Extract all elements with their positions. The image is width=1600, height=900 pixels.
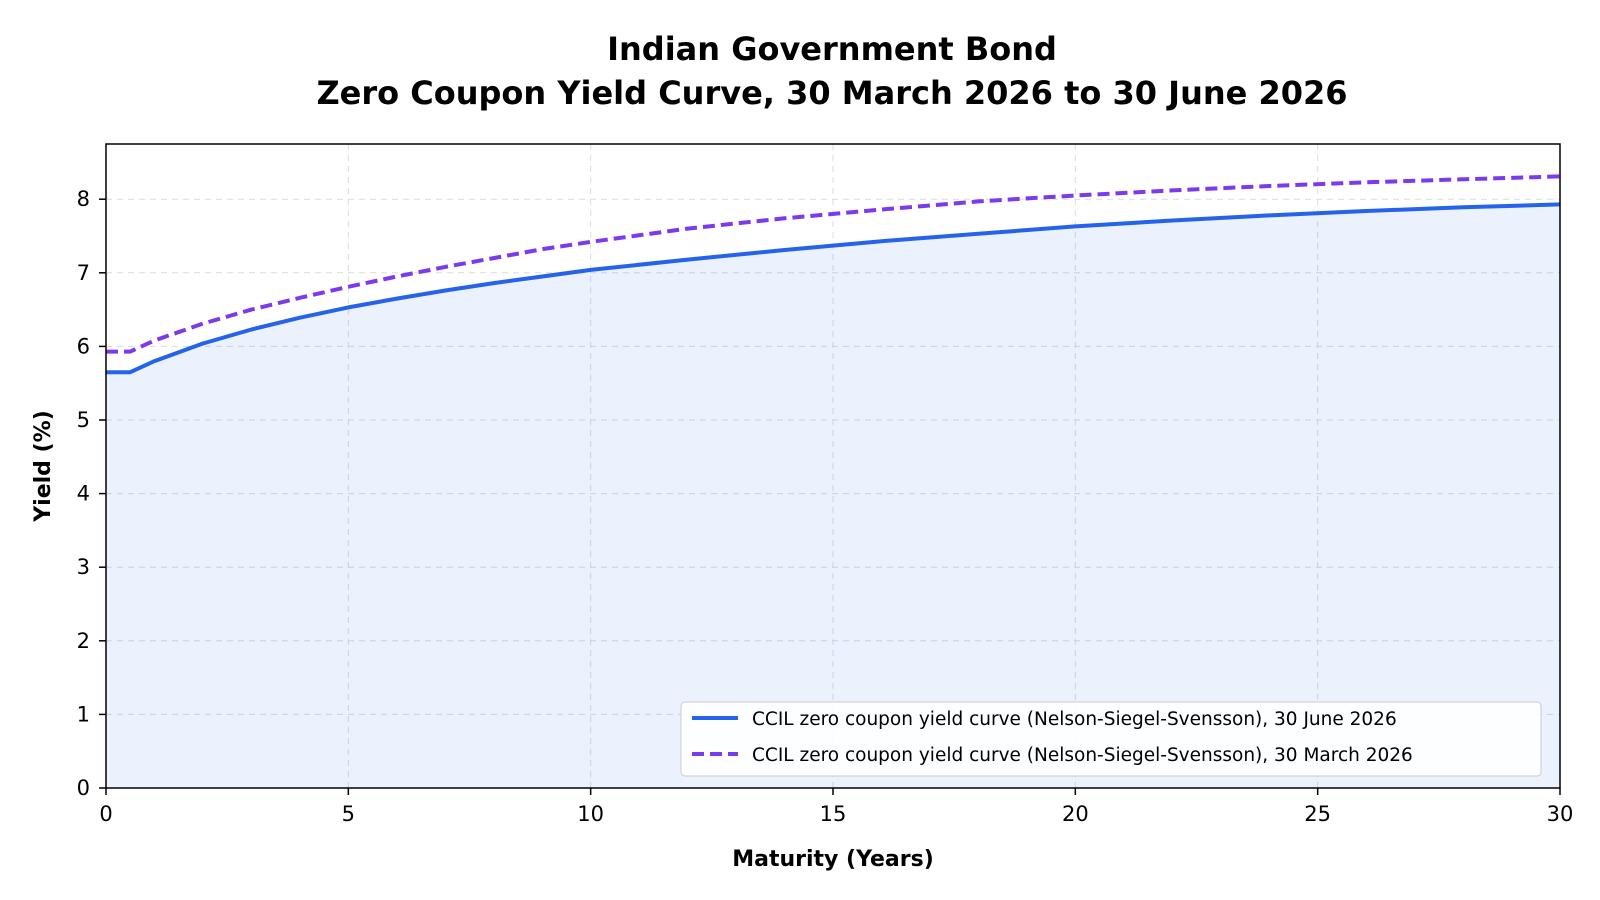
legend-box (680, 701, 1542, 777)
y-tick-label: 1 (77, 702, 90, 726)
series-layer (106, 174, 1561, 375)
x-tick-label: 15 (820, 802, 847, 826)
y-tick-label: 0 (77, 776, 90, 800)
y-tick-label: 6 (77, 334, 90, 358)
x-tick-label: 20 (1062, 802, 1089, 826)
x-axis-label: Maturity (Years) (732, 847, 934, 872)
y-axis-label: Yield (%) (31, 410, 56, 523)
series-line-june (106, 202, 1561, 375)
y-axis-ticks: 0 1 2 3 4 5 6 7 8 (77, 187, 106, 800)
x-tick-label: 0 (99, 802, 112, 826)
y-tick-label: 4 (77, 482, 90, 506)
x-axis-ticks: 0 5 10 15 20 25 30 (99, 788, 1573, 826)
x-tick-label: 25 (1304, 802, 1331, 826)
area-fill-layer (106, 204, 1560, 788)
legend: CCIL zero coupon yield curve (Nelson-Sie… (680, 701, 1542, 777)
chart-title: Indian Government Bond (607, 30, 1057, 68)
x-tick-label: 10 (577, 802, 604, 826)
legend-label-march: CCIL zero coupon yield curve (Nelson-Sie… (752, 745, 1413, 766)
chart-subtitle: Zero Coupon Yield Curve, 30 March 2026 t… (316, 74, 1347, 112)
x-tick-label: 5 (342, 802, 355, 826)
y-tick-label: 3 (77, 555, 90, 579)
y-tick-label: 5 (77, 408, 90, 432)
y-tick-label: 2 (77, 629, 90, 653)
series-line-march (106, 174, 1561, 354)
legend-label-june: CCIL zero coupon yield curve (Nelson-Sie… (752, 709, 1397, 730)
y-tick-label: 8 (77, 187, 90, 211)
series-area-fill (106, 204, 1560, 788)
y-tick-label: 7 (77, 261, 90, 285)
x-tick-label: 30 (1547, 802, 1574, 826)
